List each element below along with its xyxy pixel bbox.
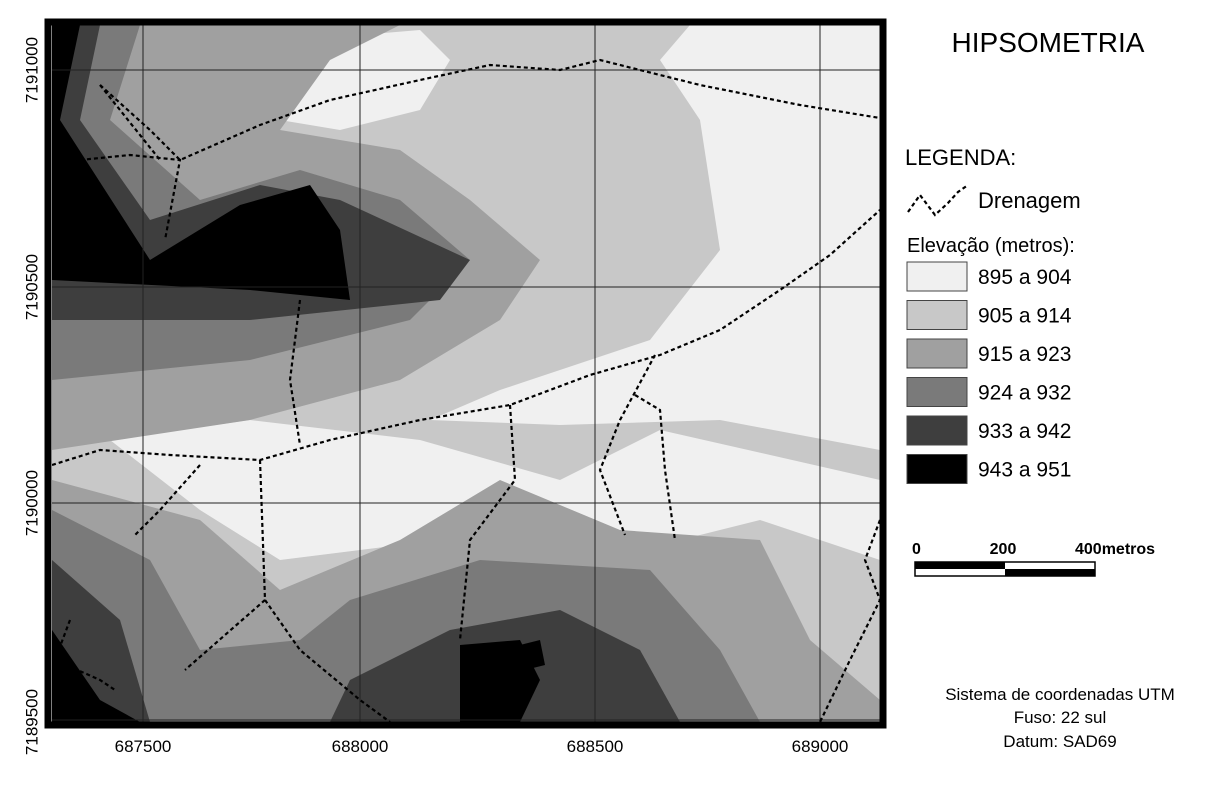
- grid-lines: [52, 25, 880, 722]
- legend-label: 915 a 923: [978, 343, 1071, 366]
- elevation-zone: [460, 640, 540, 722]
- x-label: 689000: [792, 737, 849, 756]
- y-label: 7191000: [22, 37, 41, 103]
- footer-line: Fuso: 22 sul: [1014, 708, 1107, 727]
- legend-label: 905 a 914: [978, 305, 1072, 328]
- scale-bar: 0 200 400metros: [912, 541, 1155, 577]
- elevation-heading: Elevação (metros):: [907, 235, 1075, 257]
- elevation-zone: [520, 640, 545, 670]
- legend-swatch: [906, 261, 968, 292]
- drainage-network: [52, 58, 880, 722]
- drainage-symbol: [907, 184, 969, 217]
- scale-label: 200: [990, 541, 1017, 558]
- legend-label: 895 a 904: [978, 266, 1072, 289]
- elevation-zone: [52, 25, 350, 300]
- map-title: HIPSOMETRIA: [952, 27, 1145, 58]
- legend-swatch: [906, 338, 968, 369]
- drainage-label: Drenagem: [978, 188, 1081, 213]
- legend-label: 933 a 942: [978, 420, 1071, 443]
- y-label: 7189500: [22, 689, 41, 755]
- y-coordinate-labels: 7191000 7190500 7190000 7189500: [22, 37, 41, 755]
- y-label: 7190000: [22, 470, 41, 536]
- elevation-zone: [290, 25, 880, 450]
- footer: Sistema de coordenadas UTM Fuso: 22 sul …: [945, 685, 1175, 751]
- legend-swatch: [906, 377, 968, 407]
- legend-label: 943 a 951: [978, 459, 1071, 482]
- footer-line: Sistema de coordenadas UTM: [945, 685, 1175, 704]
- x-label: 688500: [567, 737, 624, 756]
- map-frame: [44, 18, 887, 729]
- elevation-zone: [52, 25, 470, 320]
- legend-swatch: [906, 300, 968, 330]
- legend-label: 924 a 932: [978, 382, 1071, 405]
- x-coordinate-labels: 687500 688000 688500 689000: [115, 737, 849, 756]
- x-label: 687500: [115, 737, 172, 756]
- elevation-legend: 895 a 904 905 a 914 915 a 923 924 a 932 933 …: [906, 261, 1072, 484]
- legend-swatch: [906, 454, 968, 484]
- y-label: 7190500: [22, 254, 41, 320]
- elevation-map: [52, 25, 880, 722]
- scale-label: 400metros: [1075, 541, 1155, 558]
- legend-swatch: [906, 415, 968, 446]
- x-label: 688000: [332, 737, 389, 756]
- elevation-zone: [52, 630, 140, 722]
- legend-heading: LEGENDA:: [905, 145, 1016, 170]
- footer-line: Datum: SAD69: [1003, 732, 1116, 751]
- scale-label: 0: [912, 541, 921, 558]
